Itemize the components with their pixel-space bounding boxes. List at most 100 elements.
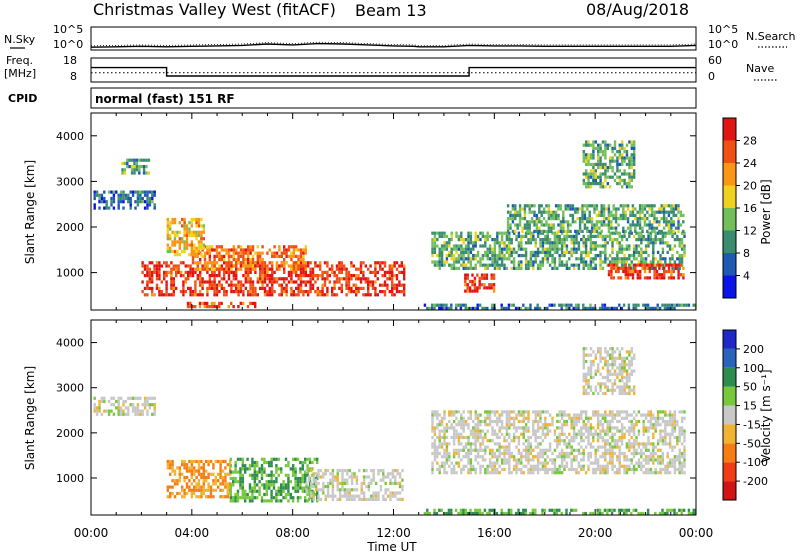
heatmap-cell [473, 289, 477, 293]
heatmap-cell [203, 280, 207, 284]
heatmap-cell [509, 210, 512, 214]
heatmap-cell [244, 274, 247, 278]
heatmap-cell [678, 260, 681, 264]
heatmap-cell [622, 269, 625, 274]
heatmap-cell [620, 244, 624, 248]
heatmap-cell [560, 461, 564, 465]
heatmap-cell [648, 226, 651, 230]
heatmap-cell [190, 224, 193, 228]
heatmap-cell [199, 270, 202, 274]
heatmap-cell [230, 283, 233, 287]
heatmap-cell [93, 409, 96, 413]
heatmap-cell [433, 247, 437, 251]
heatmap-cell [634, 269, 637, 274]
heatmap-cell [226, 488, 229, 492]
heatmap-cell [172, 267, 175, 271]
heatmap-cell [460, 250, 463, 254]
heatmap-cell [597, 150, 600, 154]
heatmap-cell [493, 263, 497, 267]
heatmap-cell [517, 435, 521, 440]
heatmap-cell [398, 280, 401, 284]
heatmap-cell [500, 445, 504, 449]
heatmap-cell [529, 303, 532, 307]
heatmap-cell [616, 166, 619, 170]
heatmap-cell [607, 229, 611, 233]
heatmap-cell [550, 217, 553, 221]
heatmap-cell [312, 497, 315, 501]
heatmap-cell [165, 293, 168, 297]
heatmap-cell [601, 467, 605, 472]
heatmap-cell [270, 464, 273, 468]
heatmap-cell [620, 423, 624, 427]
heatmap-cell [629, 229, 632, 233]
heatmap-cell [604, 169, 607, 173]
heatmap-cell [396, 472, 399, 476]
heatmap-cell [581, 229, 584, 233]
heatmap-cell [457, 455, 461, 459]
heatmap-cell [287, 460, 290, 465]
heatmap-cell [517, 247, 521, 251]
heatmap-cell [607, 223, 611, 227]
heatmap-cell [277, 489, 280, 493]
heatmap-cell [659, 429, 662, 433]
heatmap-cell [670, 217, 673, 221]
heatmap-cell [341, 485, 344, 489]
heatmap-cell [200, 475, 203, 480]
heatmap-cell [285, 290, 288, 294]
heatmap-cell [623, 159, 626, 163]
heatmap-cell [251, 290, 255, 294]
heatmap-cell [292, 457, 295, 461]
heatmap-cell [582, 448, 585, 452]
heatmap-cell [608, 445, 612, 449]
heatmap-cell [617, 217, 620, 221]
heatmap-cell [589, 455, 593, 459]
heatmap-cell [237, 267, 240, 271]
heatmap-cell [200, 230, 203, 234]
heatmap-cell [599, 162, 602, 166]
heatmap-cell [671, 266, 674, 270]
heatmap-cell [403, 293, 406, 297]
heatmap-cell [647, 238, 650, 242]
heatmap-cell [611, 260, 614, 264]
heatmap-cell [506, 204, 510, 208]
heatmap-cell [312, 491, 315, 495]
heatmap-cell [567, 306, 571, 310]
heatmap-cell [505, 247, 509, 251]
heatmap-cell [640, 250, 643, 254]
heatmap-cell [151, 412, 154, 416]
heatmap-cell [443, 263, 446, 267]
heatmap-cell [467, 257, 470, 261]
heatmap-cell [338, 286, 341, 290]
heatmap-cell [462, 426, 465, 430]
heatmap-cell [355, 290, 358, 294]
heatmap-cell [636, 273, 639, 277]
heatmap-cell [592, 140, 595, 144]
heatmap-cell [225, 280, 228, 284]
heatmap-cell [338, 270, 341, 274]
heatmap-cell [635, 423, 638, 427]
heatmap-cell [558, 435, 561, 440]
heatmap-cell [294, 467, 297, 471]
heatmap-cell [625, 150, 629, 154]
heatmap-cell [193, 243, 196, 247]
heatmap-cell [578, 226, 582, 230]
heatmap-cell [616, 410, 619, 414]
heatmap-cell [305, 491, 308, 495]
heatmap-cell [386, 270, 389, 274]
heatmap-cell [189, 301, 192, 305]
heatmap-cell [382, 472, 385, 476]
heatmap-cell [309, 277, 312, 281]
heatmap-cell [241, 457, 244, 461]
heatmap-cell [304, 280, 307, 284]
heatmap-cell [353, 494, 356, 498]
heatmap-cell [659, 260, 662, 264]
heatmap-cell [304, 245, 307, 249]
heatmap-cell [643, 266, 647, 270]
heatmap-cell [480, 276, 484, 280]
heatmap-cell [175, 286, 178, 290]
heatmap-cell [331, 478, 335, 482]
heatmap-cell [510, 238, 513, 242]
heatmap-cell [214, 488, 217, 492]
heatmap-cell [171, 479, 174, 483]
heatmap-cell [388, 274, 391, 278]
